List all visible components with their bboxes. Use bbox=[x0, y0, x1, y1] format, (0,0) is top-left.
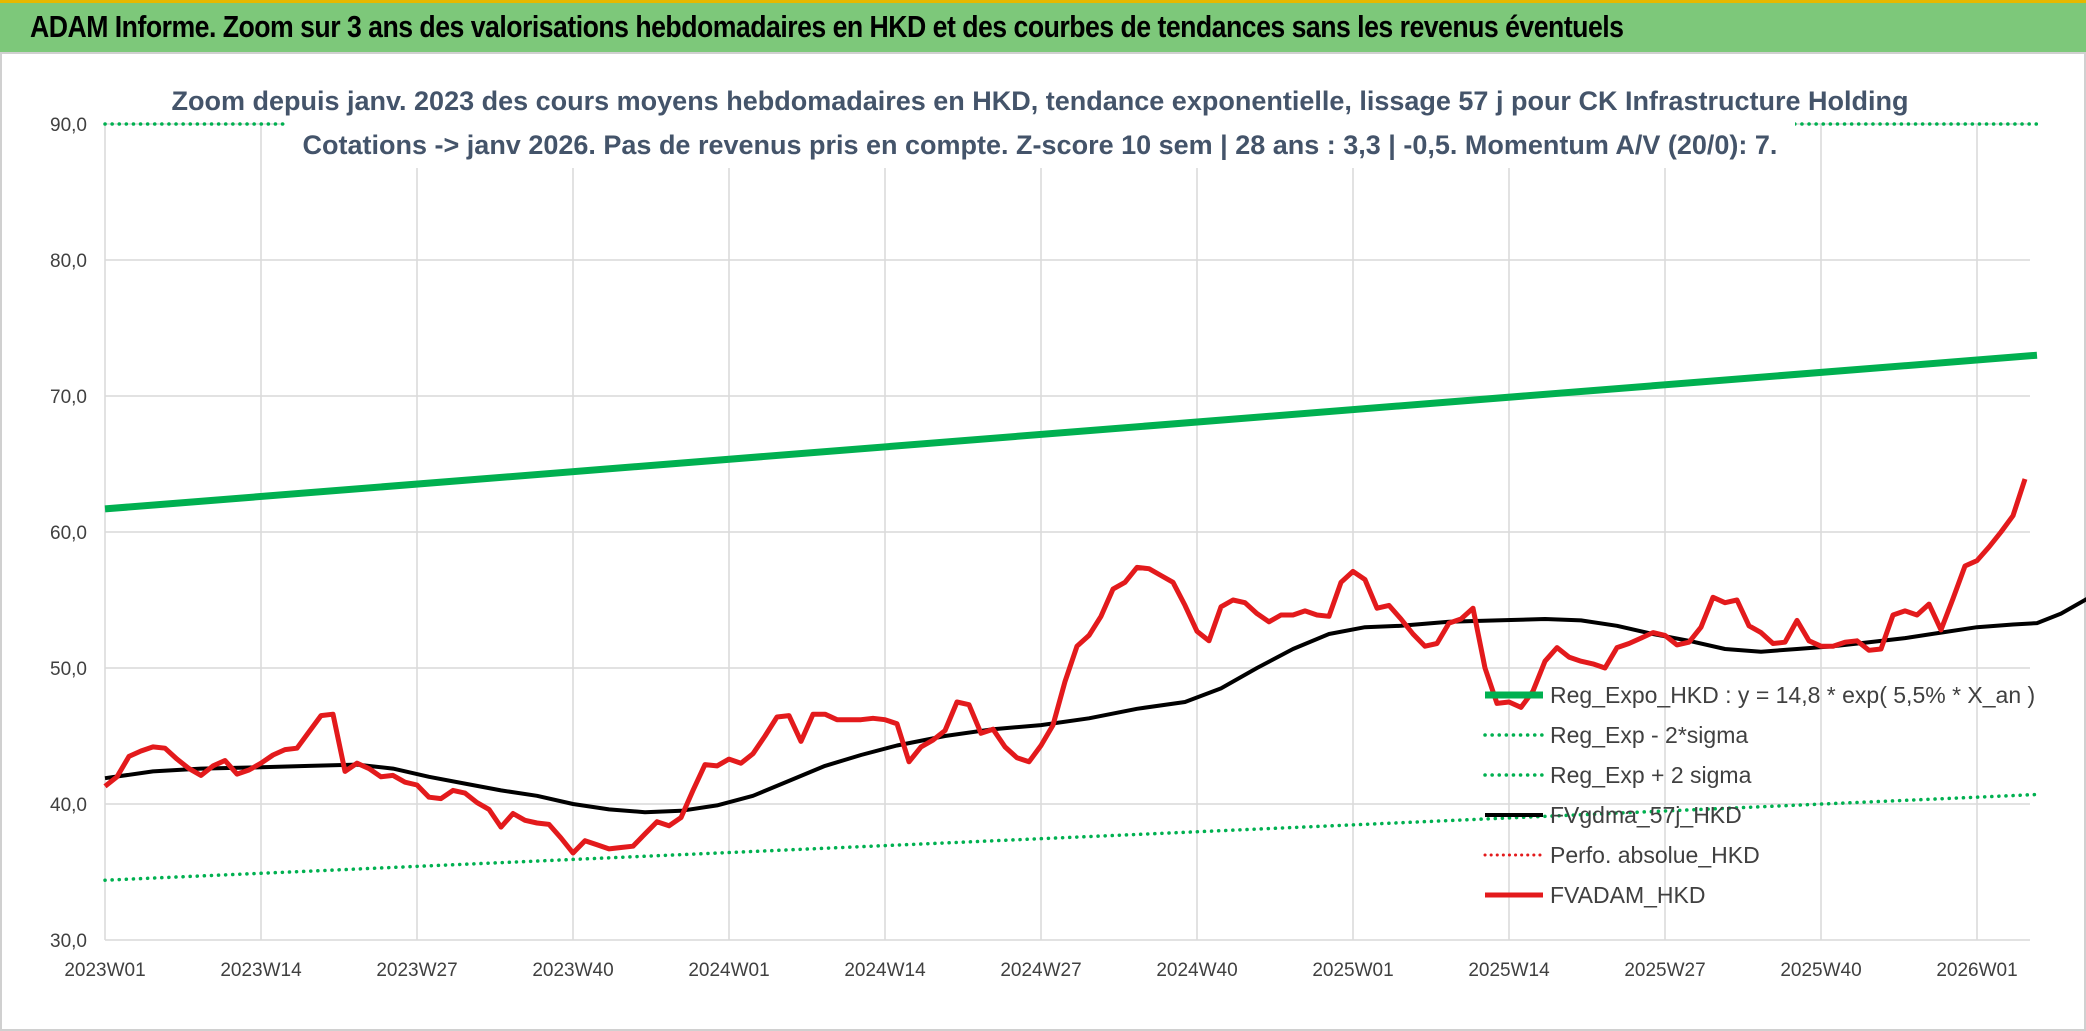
x-tick-label: 2025W14 bbox=[1468, 960, 1550, 981]
x-tick-label: 2023W01 bbox=[64, 960, 145, 981]
banner-title: ADAM Informe. Zoom sur 3 ans des valoris… bbox=[30, 9, 1624, 44]
y-tick-label: 60,0 bbox=[50, 523, 87, 544]
chart-frame bbox=[0, 52, 2086, 1031]
series-reg-expo bbox=[104, 351, 2038, 513]
y-tick-label: 70,0 bbox=[50, 387, 87, 408]
legend-label: Reg_Expo_HKD : y = 14,8 * exp( 5,5% * X_… bbox=[1550, 682, 2035, 708]
y-tick-label: 50,0 bbox=[50, 659, 87, 680]
y-tick-label: 90,0 bbox=[50, 115, 87, 136]
chart-subtitle-line: Zoom depuis janv. 2023 des cours moyens … bbox=[172, 86, 1909, 116]
x-tick-label: 2024W27 bbox=[1000, 960, 1081, 981]
series-fvgdma-57j bbox=[104, 597, 2086, 815]
y-tick-label: 40,0 bbox=[50, 795, 87, 816]
x-tick-label: 2024W01 bbox=[688, 960, 769, 981]
y-tick-label: 30,0 bbox=[50, 931, 87, 952]
x-tick-label: 2025W27 bbox=[1624, 960, 1705, 981]
legend-label: Reg_Exp + 2 sigma bbox=[1550, 762, 1752, 788]
series-reg-exp-minus-2sigma bbox=[103, 792, 2039, 882]
x-tick-label: 2023W27 bbox=[376, 960, 457, 981]
legend-label: Perfo. absolue_HKD bbox=[1550, 842, 1760, 868]
x-tick-label: 2025W40 bbox=[1780, 960, 1861, 981]
x-tick-label: 2023W40 bbox=[532, 960, 613, 981]
x-tick-label: 2024W40 bbox=[1156, 960, 1237, 981]
x-tick-label: 2025W01 bbox=[1312, 960, 1393, 981]
x-tick-label: 2026W01 bbox=[1936, 960, 2017, 981]
x-tick-label: 2024W14 bbox=[844, 960, 926, 981]
legend-label: FVADAM_HKD bbox=[1550, 882, 1706, 908]
x-tick-label: 2023W14 bbox=[220, 960, 302, 981]
y-tick-label: 80,0 bbox=[50, 251, 87, 272]
chart-subtitle-line: Cotations -> janv 2026. Pas de revenus p… bbox=[303, 130, 1778, 160]
subtitle-background bbox=[285, 78, 1795, 168]
legend-label: Reg_Exp - 2*sigma bbox=[1550, 722, 1748, 748]
series-fvadam bbox=[103, 478, 2028, 856]
legend-label: FVgdma_57j_HKD bbox=[1550, 802, 1742, 828]
title-banner: ADAM Informe. Zoom sur 3 ans des valoris… bbox=[0, 0, 2086, 52]
